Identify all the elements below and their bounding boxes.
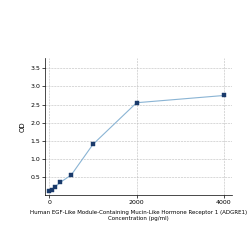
Y-axis label: OD: OD [20,121,26,132]
X-axis label: Human EGF-Like Module-Containing Mucin-Like Hormone Receptor 1 (ADGRE1)
Concentr: Human EGF-Like Module-Containing Mucin-L… [30,210,247,221]
